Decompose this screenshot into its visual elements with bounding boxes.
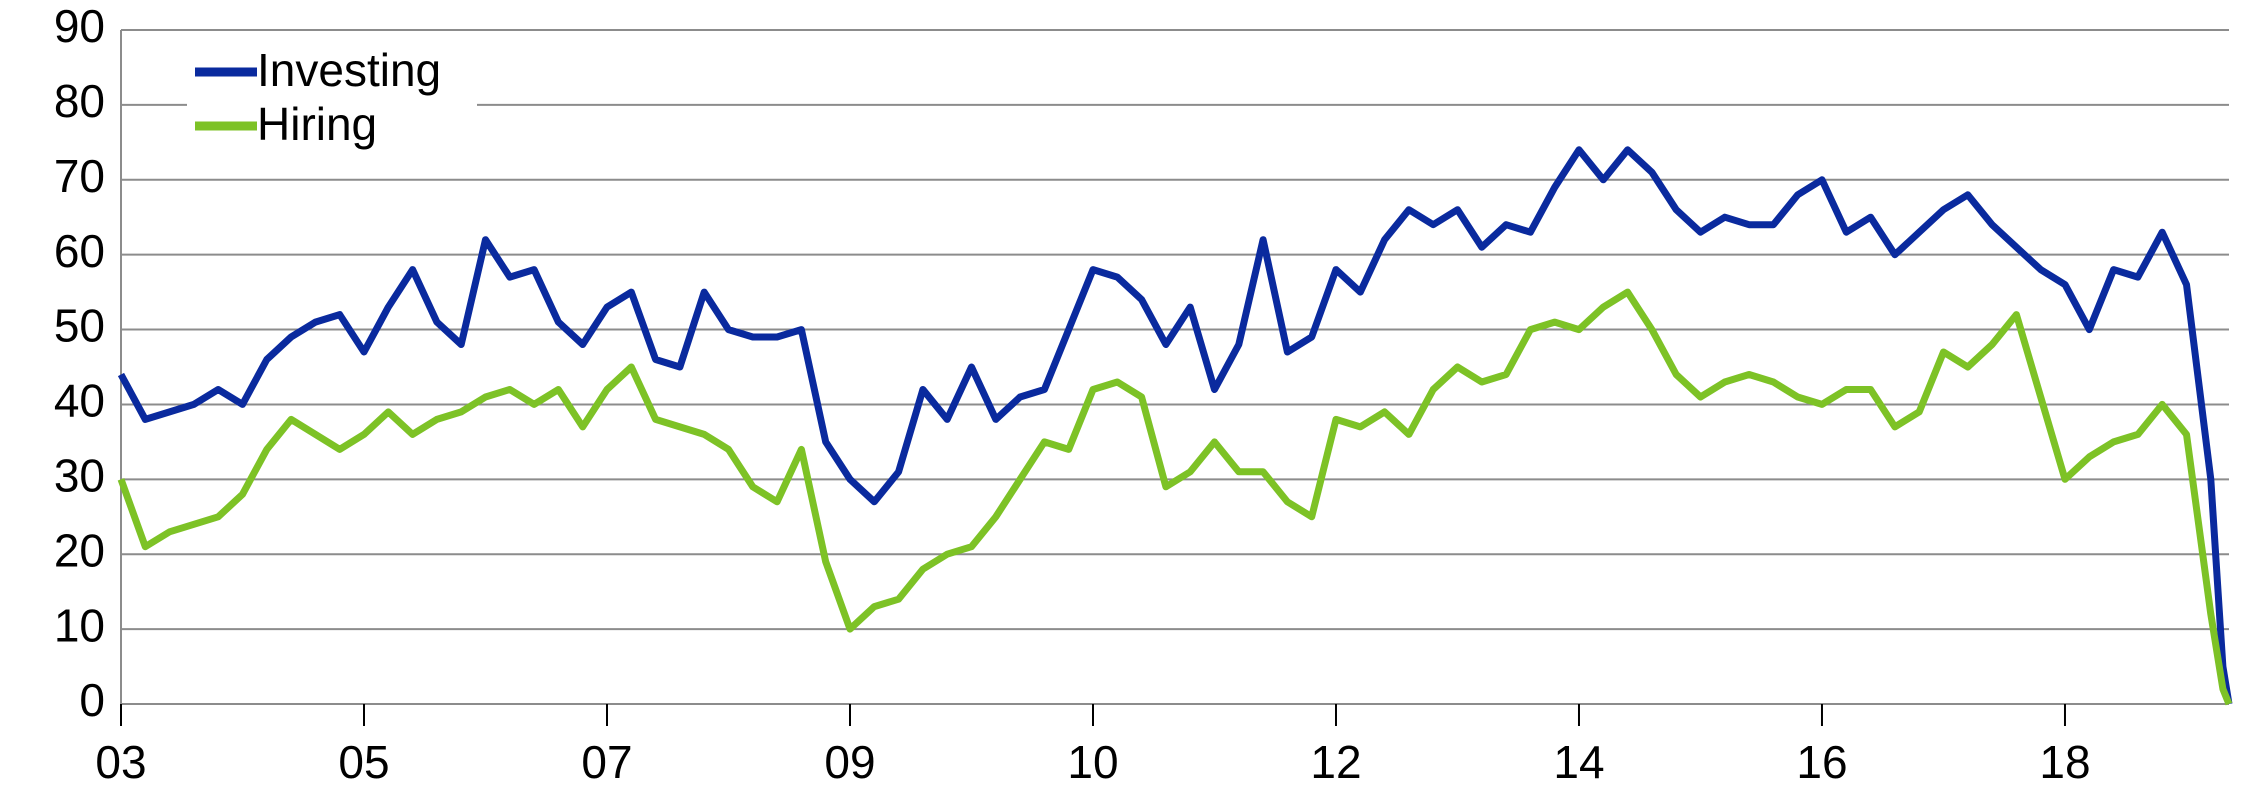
y-tick-label: 50	[54, 300, 105, 352]
x-tick-label: 10	[1067, 736, 1118, 788]
y-tick-label: 20	[54, 524, 105, 576]
x-tick-label: 18	[2039, 736, 2090, 788]
y-tick-label: 80	[54, 75, 105, 127]
y-tick-label: 30	[54, 449, 105, 501]
x-tick-label: 14	[1553, 736, 1604, 788]
x-tick-label: 03	[95, 736, 146, 788]
x-tick-label: 07	[581, 736, 632, 788]
y-tick-label: 40	[54, 375, 105, 427]
y-tick-label: 90	[54, 0, 105, 52]
y-tick-label: 60	[54, 225, 105, 277]
legend-label: Hiring	[257, 98, 377, 150]
y-tick-label: 0	[79, 674, 105, 726]
legend-box	[187, 44, 477, 156]
series-line	[117, 288, 2233, 706]
x-tick-label: 09	[824, 736, 875, 788]
y-tick-label: 10	[54, 599, 105, 651]
x-tick-label: 05	[338, 736, 389, 788]
x-tick-label: 16	[1796, 736, 1847, 788]
legend-label: Investing	[257, 44, 441, 96]
y-tick-label: 70	[54, 150, 105, 202]
series-line	[117, 146, 2233, 705]
x-tick-label: 12	[1310, 736, 1361, 788]
